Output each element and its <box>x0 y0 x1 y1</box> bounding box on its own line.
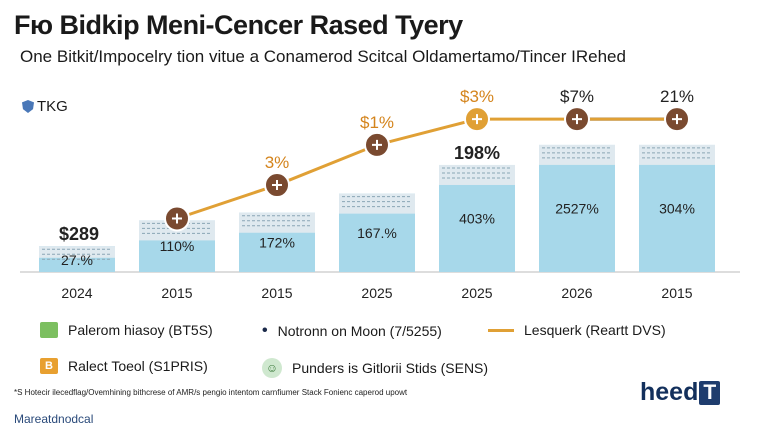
line-value-label: $7% <box>560 87 594 106</box>
bar-value-label: 172% <box>259 234 295 250</box>
bar-value-label: 167.% <box>357 225 397 241</box>
legend-label: Ralect Toeol (S1PRIS) <box>68 358 208 374</box>
orange-b-icon: B <box>40 358 58 374</box>
logo-box: T <box>699 380 721 405</box>
brand-mark: TKG <box>22 98 68 115</box>
chart-title: Fю Bidkip Meni-Cencer Rased Tyery <box>14 10 463 40</box>
bar <box>539 144 615 272</box>
bar-cap <box>39 246 115 258</box>
logo: heed T <box>640 378 721 407</box>
shield-icon <box>22 100 34 113</box>
navy-pin-icon: • <box>262 322 268 339</box>
source-text: Mareatdnodcal <box>14 412 94 426</box>
legend-label: Palerom hiasoy (BT5S) <box>68 322 213 338</box>
bar-value-label: 403% <box>459 210 495 226</box>
legend-label: Punders is Gitlorii Stids (SENS) <box>292 360 489 376</box>
chart-subtitle: One Bitkit/Impocelry tion vitue a Coname… <box>20 47 626 66</box>
line-value-label: $3% <box>460 87 494 106</box>
bar-cap <box>239 212 315 233</box>
legend-item-punders: ☺ Punders is Gitlorii Stids (SENS) <box>262 358 488 378</box>
x-tick-label: 2015 <box>261 285 292 301</box>
bar <box>639 144 715 272</box>
bar-top-label: 198% <box>454 143 500 163</box>
bar-cap <box>339 193 415 214</box>
brand-text: TKG <box>37 98 68 115</box>
bar-value-label: 27.% <box>61 252 93 268</box>
legend-item-ralect: B Ralect Toeol (S1PRIS) <box>40 358 208 374</box>
x-tick-label: 2025 <box>361 285 392 301</box>
legend-label: Lesquerk (Reartt DVS) <box>524 322 666 338</box>
marker-cross <box>272 180 282 191</box>
marker-cross <box>572 114 582 125</box>
orange-line-icon <box>488 328 514 332</box>
marker-cross <box>372 139 382 150</box>
bar-cap <box>439 164 515 185</box>
bar-value-label: 110% <box>160 238 195 254</box>
bar-top-label: $289 <box>59 224 99 244</box>
legend-item-line: Lesquerk (Reartt DVS) <box>488 322 666 338</box>
line-series <box>176 117 677 220</box>
x-tick-label: 2026 <box>561 285 592 301</box>
line-value-label: 3% <box>265 153 290 172</box>
x-tick-label: 2015 <box>161 285 192 301</box>
green-square-icon <box>40 322 58 338</box>
x-tick-label: 2025 <box>461 285 492 301</box>
logo-text: heed <box>640 378 699 406</box>
bar-value-label: 304% <box>659 200 695 216</box>
smiley-icon: ☺ <box>262 358 282 378</box>
marker-cross <box>472 114 482 125</box>
legend-label: Notronn on Moon (7/5255) <box>277 323 442 339</box>
marker-cross <box>672 114 682 125</box>
line-value-label: $1% <box>360 113 394 132</box>
bar-cap <box>539 144 615 165</box>
line-value-label: 21% <box>660 87 694 106</box>
x-tick-label: 2015 <box>661 285 692 301</box>
legend-item-navy: • Notronn on Moon (7/5255) <box>262 322 442 340</box>
bar-cap <box>639 144 715 165</box>
x-tick-label: 2024 <box>61 285 92 301</box>
marker-cross <box>172 213 182 224</box>
legend-item-bars: Palerom hiasoy (BT5S) <box>40 322 213 338</box>
bar-value-label: 2527% <box>555 200 599 216</box>
footnote: *S Hotecir ilecedflag/Ovemhining bithcre… <box>14 388 408 397</box>
